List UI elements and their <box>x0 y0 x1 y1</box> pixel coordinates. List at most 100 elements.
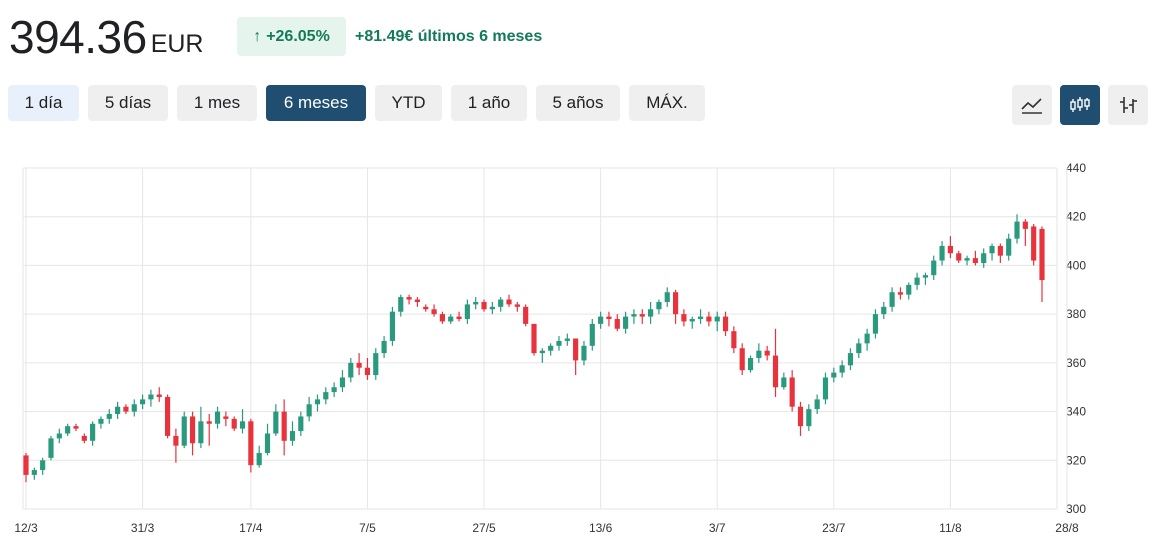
candle-body <box>281 411 287 441</box>
line-chart-icon <box>1021 98 1042 114</box>
candle-body <box>448 316 454 322</box>
candle-body <box>206 421 212 424</box>
candle-body <box>556 340 562 346</box>
range-5-days[interactable]: 5 días <box>88 85 168 121</box>
y-tick-label: 360 <box>1066 356 1086 370</box>
candle-body <box>514 304 520 307</box>
candle-body <box>81 435 87 441</box>
candle-body <box>248 421 254 466</box>
candle-body <box>889 292 895 307</box>
candle-body <box>539 350 545 354</box>
range-1-day[interactable]: 1 día <box>8 85 79 121</box>
candle-body <box>1022 221 1028 229</box>
x-tick-label: 23/7 <box>822 521 846 535</box>
candle-body <box>173 435 179 446</box>
range-5-years[interactable]: 5 años <box>536 85 620 121</box>
candle-body <box>1014 221 1020 239</box>
range-1-year[interactable]: 1 año <box>451 85 527 121</box>
arrow-up-icon: ↑ <box>253 27 262 45</box>
candle-body <box>997 245 1003 256</box>
candle-body <box>714 316 720 322</box>
candle-body <box>264 433 271 453</box>
candle-body <box>931 260 937 276</box>
candle-body <box>806 409 812 427</box>
candle-body <box>98 418 104 424</box>
candle-body <box>489 306 495 310</box>
candle-body <box>606 316 612 320</box>
candle-body <box>148 394 154 400</box>
candlestick-button[interactable] <box>1060 85 1100 125</box>
candle-body <box>906 284 912 295</box>
candle-body <box>656 301 662 310</box>
x-tick-label: 13/6 <box>589 521 613 535</box>
candle-body <box>289 431 296 441</box>
candle-body <box>864 333 870 344</box>
candle-body <box>231 418 237 429</box>
x-tick-label: 31/3 <box>131 521 155 535</box>
candle-body <box>223 416 229 419</box>
candle-body <box>672 292 679 315</box>
candle-body <box>65 426 71 434</box>
candle-body <box>256 452 262 466</box>
chart-type-toolbar <box>1012 85 1154 125</box>
ohlc-button[interactable] <box>1108 85 1148 125</box>
candle-body <box>981 253 987 263</box>
candle-body <box>881 306 887 315</box>
candle-body <box>664 292 670 302</box>
candle-body <box>389 311 396 341</box>
candle-body <box>914 277 920 285</box>
x-tick-label: 17/4 <box>239 521 263 535</box>
range-max[interactable]: MÁX. <box>629 85 705 121</box>
candle-body <box>972 258 978 263</box>
candle-body <box>306 404 312 417</box>
candle-body <box>90 423 96 441</box>
line-chart-button[interactable] <box>1012 85 1052 125</box>
candle-body <box>189 416 196 444</box>
candle-body <box>298 416 304 432</box>
x-tick-label: 12/3 <box>14 521 38 535</box>
x-tick-label: 28/8 <box>1055 521 1079 535</box>
candle-body <box>639 314 645 317</box>
y-tick-label: 300 <box>1066 502 1086 516</box>
candle-body <box>73 426 79 429</box>
candle-body <box>239 421 246 429</box>
range-6-months[interactable]: 6 meses <box>266 85 366 121</box>
candle-body <box>814 399 820 410</box>
candle-body <box>856 343 862 354</box>
candle-body <box>156 394 162 397</box>
candle-body <box>747 357 754 371</box>
change-percent-badge: ↑ +26.05% <box>237 17 346 56</box>
candle-body <box>872 314 879 334</box>
x-tick-label: 27/5 <box>472 521 496 535</box>
candle-body <box>731 331 737 349</box>
candle-body <box>398 297 404 312</box>
candle-body <box>564 338 570 341</box>
candle-body <box>797 406 804 427</box>
y-tick-label: 340 <box>1066 405 1086 419</box>
candle-body <box>181 416 187 446</box>
x-tick-label: 3/7 <box>709 521 726 535</box>
candle-body <box>964 258 970 261</box>
candle-body <box>847 353 854 366</box>
candle-body <box>939 245 945 261</box>
candle-body <box>1031 226 1037 261</box>
y-tick-label: 440 <box>1066 161 1086 175</box>
candle-body <box>406 297 412 300</box>
candle-body <box>631 314 637 317</box>
candle-body <box>331 387 337 393</box>
range-ytd[interactable]: YTD <box>375 85 442 121</box>
range-1-month[interactable]: 1 mes <box>177 85 257 121</box>
candle-body <box>689 319 695 322</box>
candle-body <box>456 316 462 320</box>
candle-body <box>706 316 712 322</box>
candle-body <box>697 316 704 320</box>
candlestick-chart[interactable]: 300 320 340 360 380 400 420 440 12/3 31/3 17/4 7/5 2… <box>0 150 1154 542</box>
candle-body <box>40 460 46 471</box>
candle-body <box>781 377 787 388</box>
candle-body <box>414 299 420 302</box>
candle-body <box>756 350 762 358</box>
candle-body <box>523 306 529 324</box>
candle-body <box>106 414 112 419</box>
candle-body <box>956 253 962 261</box>
currency-code: EUR <box>150 30 204 58</box>
